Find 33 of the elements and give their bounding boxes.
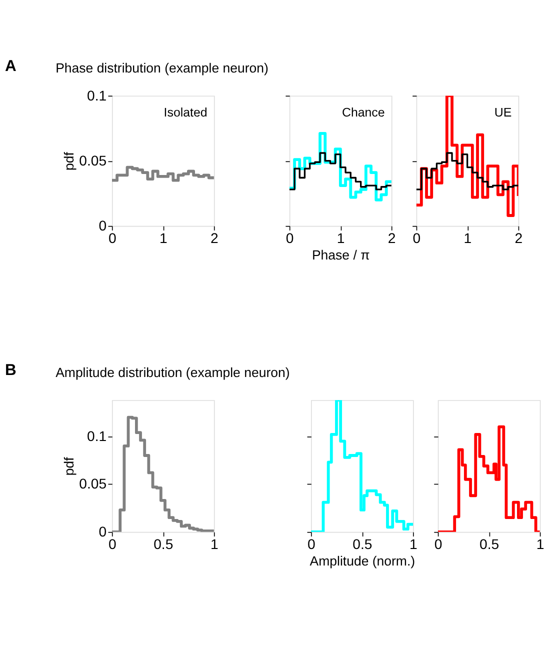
x-axis-title: Phase / π bbox=[312, 248, 370, 263]
annotation: Chance bbox=[342, 105, 385, 120]
y-axis-title: pdf bbox=[61, 456, 76, 476]
y-tick-label: 0.05 bbox=[79, 476, 107, 492]
chart-title: Amplitude distribution (example neuron) bbox=[56, 364, 290, 380]
x-tick-label: 1 bbox=[210, 536, 218, 552]
y-tick-label: 0 bbox=[98, 217, 107, 234]
x-tick-label: 1 bbox=[159, 230, 168, 246]
annotation: Isolated bbox=[164, 105, 208, 120]
x-tick-label: 1 bbox=[409, 536, 418, 552]
text: B bbox=[4, 362, 16, 380]
y-tick-label: 0.1 bbox=[86, 87, 107, 104]
x-tick-label: 0.5 bbox=[154, 536, 174, 552]
x-axis-title: Amplitude (norm.) bbox=[310, 554, 416, 569]
annotation: UE bbox=[494, 105, 512, 120]
x-tick-label: 1 bbox=[464, 230, 472, 246]
x-tick-label: 0.5 bbox=[352, 536, 372, 552]
y-axis-title: pdf bbox=[61, 152, 76, 170]
x-tick-label: 0 bbox=[434, 536, 442, 552]
x-tick-label: 1 bbox=[536, 536, 544, 552]
y-tick-label: 0.05 bbox=[79, 152, 107, 168]
x-tick-label: 0 bbox=[286, 230, 294, 246]
x-tick-label: 2 bbox=[388, 230, 396, 246]
y-tick-label: 0.1 bbox=[86, 428, 107, 444]
text: A bbox=[4, 58, 16, 75]
x-tick-label: 2 bbox=[210, 230, 218, 246]
x-tick-label: 0.5 bbox=[480, 536, 500, 552]
x-tick-label: 0 bbox=[307, 536, 316, 552]
x-tick-label: 1 bbox=[336, 230, 345, 246]
y-tick-label: 0 bbox=[98, 524, 107, 540]
x-tick-label: 2 bbox=[514, 230, 523, 246]
chart-title: Phase distribution (example neuron) bbox=[56, 60, 268, 76]
x-tick-label: 0 bbox=[412, 230, 421, 246]
